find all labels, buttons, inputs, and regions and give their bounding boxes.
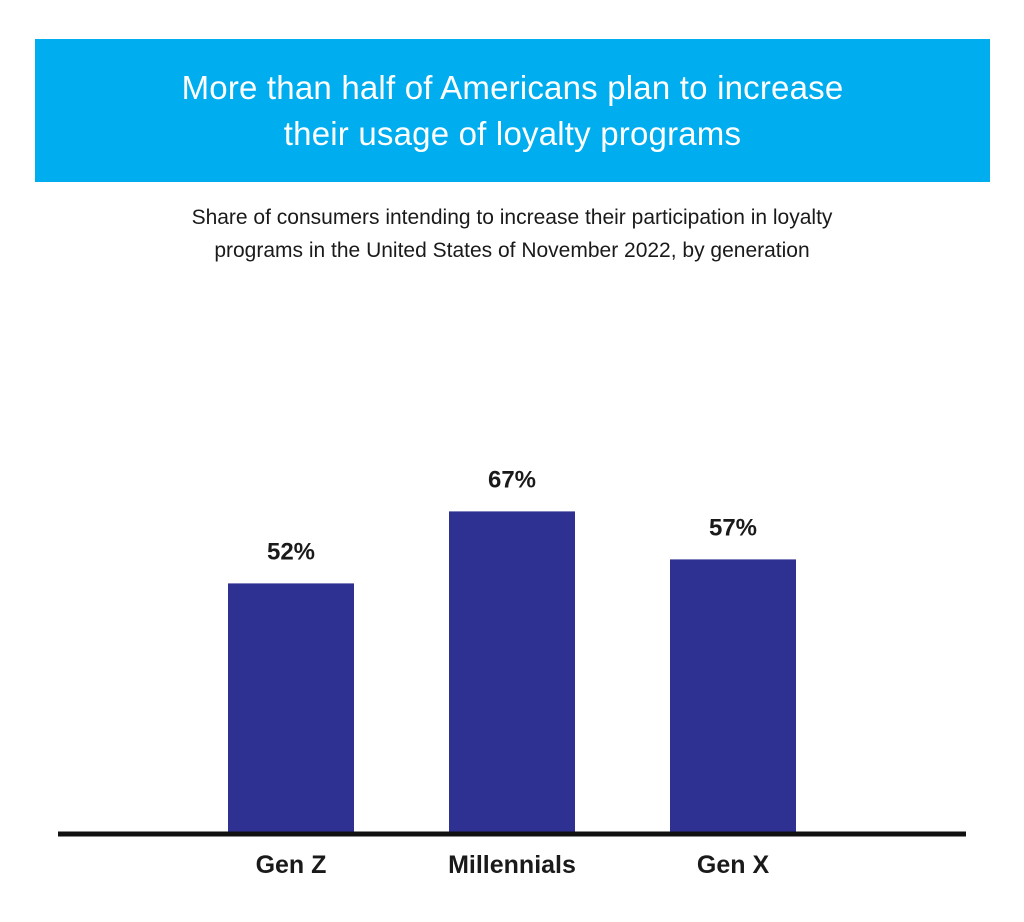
bar-gen-z (228, 583, 354, 833)
value-label-gen-x: 57% (709, 514, 757, 541)
bar-gen-x (670, 559, 796, 833)
chart-subtitle: Share of consumers intending to increase… (40, 201, 984, 267)
category-label-millennials: Millennials (448, 851, 576, 879)
value-label-millennials: 67% (488, 466, 536, 493)
category-label-gen-x: Gen X (697, 851, 770, 879)
chart-subtitle-line-1: Share of consumers intending to increase… (191, 206, 833, 229)
title-banner: More than half of Americans plan to incr… (35, 39, 990, 182)
chart-title-line-2: their usage of loyalty programs (283, 114, 742, 152)
bar-millennials (449, 511, 575, 833)
chart-title-line-1: More than half of Americans plan to incr… (181, 68, 844, 106)
value-label-gen-z: 52% (267, 538, 315, 565)
chart-subtitle-line-2: programs in the United States of Novembe… (214, 239, 810, 262)
chart-title: More than half of Americans plan to incr… (152, 65, 874, 157)
category-label-gen-z: Gen Z (256, 851, 327, 879)
